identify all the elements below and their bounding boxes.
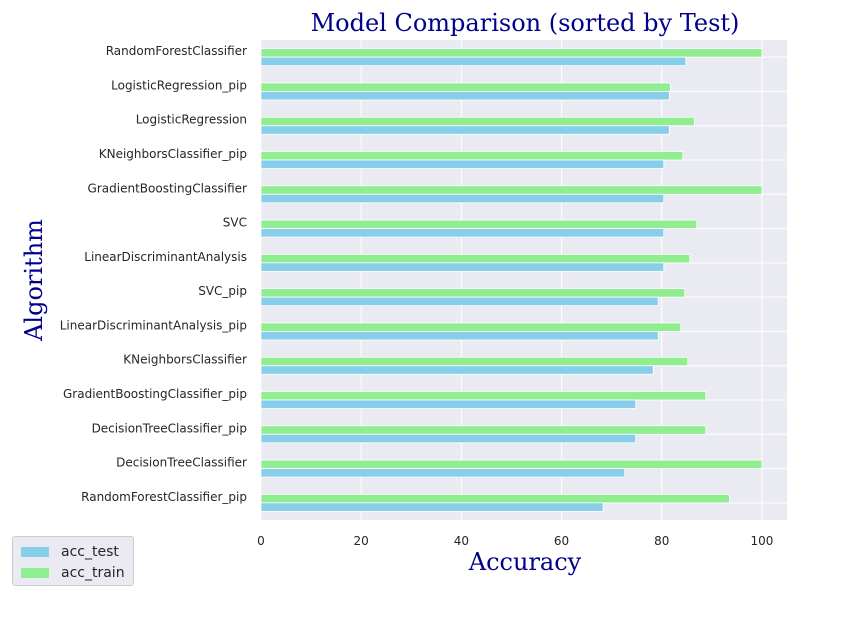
- x-axis-label: Accuracy: [468, 548, 582, 576]
- bars: [260, 48, 763, 512]
- y-category-label: GradientBoostingClassifier_pip: [63, 387, 247, 401]
- y-axis-label: Algorithm: [20, 219, 48, 342]
- chart-title: Model Comparison (sorted by Test): [311, 9, 740, 37]
- bar-acc-test: [260, 433, 637, 444]
- bar-acc-train: [260, 391, 707, 401]
- x-tick-labels: 0 20 40 60 80 100: [257, 534, 773, 548]
- y-category-label: KNeighborsClassifier_pip: [99, 147, 247, 161]
- bar-acc-test: [260, 468, 626, 478]
- x-tick-label: 80: [654, 534, 669, 548]
- bar-acc-test: [260, 399, 637, 409]
- bar-acc-train: [260, 219, 698, 229]
- y-category-labels: RandomForestClassifier LogisticRegression…: [60, 44, 247, 504]
- x-tick-label: 40: [454, 534, 469, 548]
- legend: acc_test acc_train: [12, 536, 134, 586]
- bar-acc-test: [260, 125, 670, 135]
- bar-acc-test: [260, 228, 665, 238]
- bar-acc-train: [260, 185, 763, 195]
- bar-acc-train: [260, 459, 763, 469]
- bar-acc-test: [260, 296, 659, 307]
- y-category-label: DecisionTreeClassifier: [116, 456, 247, 470]
- y-category-label: LinearDiscriminantAnalysis_pip: [60, 318, 247, 332]
- bar-acc-train: [260, 322, 682, 332]
- y-category-label: SVC: [223, 216, 247, 230]
- x-tick-label: 60: [554, 534, 569, 548]
- y-category-label: KNeighborsClassifier: [123, 353, 247, 367]
- y-category-label: LogisticRegression_pip: [111, 78, 247, 92]
- bar-acc-test: [260, 365, 654, 375]
- bar-acc-test: [260, 262, 665, 272]
- legend-item-acc-test: acc_test: [21, 541, 125, 562]
- x-tick-label: 0: [257, 534, 265, 548]
- y-category-label: LogisticRegression: [136, 113, 247, 127]
- bar-acc-train: [260, 82, 671, 92]
- y-category-label: GradientBoostingClassifier: [88, 181, 248, 195]
- bar-acc-test: [260, 159, 665, 169]
- bar-acc-train: [260, 288, 686, 298]
- bar-acc-test: [260, 91, 670, 101]
- bar-acc-train: [260, 356, 689, 367]
- bar-acc-train: [260, 425, 707, 435]
- legend-swatch-acc-train: [21, 567, 49, 578]
- legend-label-acc-train: acc_train: [61, 564, 125, 581]
- legend-item-acc-train: acc_train: [21, 562, 125, 583]
- bar-acc-train: [260, 151, 684, 161]
- bar-acc-test: [260, 502, 604, 512]
- y-category-label: RandomForestClassifier_pip: [81, 490, 247, 504]
- y-category-label: RandomForestClassifier: [106, 44, 247, 58]
- x-tick-label: 100: [750, 534, 773, 548]
- bar-acc-test: [260, 331, 659, 341]
- bar-acc-train: [260, 48, 763, 58]
- bar-acc-train: [260, 116, 695, 127]
- bar-acc-train: [260, 253, 691, 264]
- y-category-label: DecisionTreeClassifier_pip: [92, 421, 247, 435]
- y-category-label: SVC_pip: [198, 284, 247, 298]
- y-category-label: LinearDiscriminantAnalysis: [84, 250, 247, 264]
- bar-acc-train: [260, 493, 730, 504]
- legend-label-acc-test: acc_test: [61, 543, 119, 560]
- plot-area: [261, 40, 787, 520]
- legend-swatch-acc-test: [21, 546, 49, 557]
- x-tick-label: 20: [354, 534, 369, 548]
- bar-acc-test: [260, 56, 687, 67]
- bar-acc-test: [260, 193, 665, 204]
